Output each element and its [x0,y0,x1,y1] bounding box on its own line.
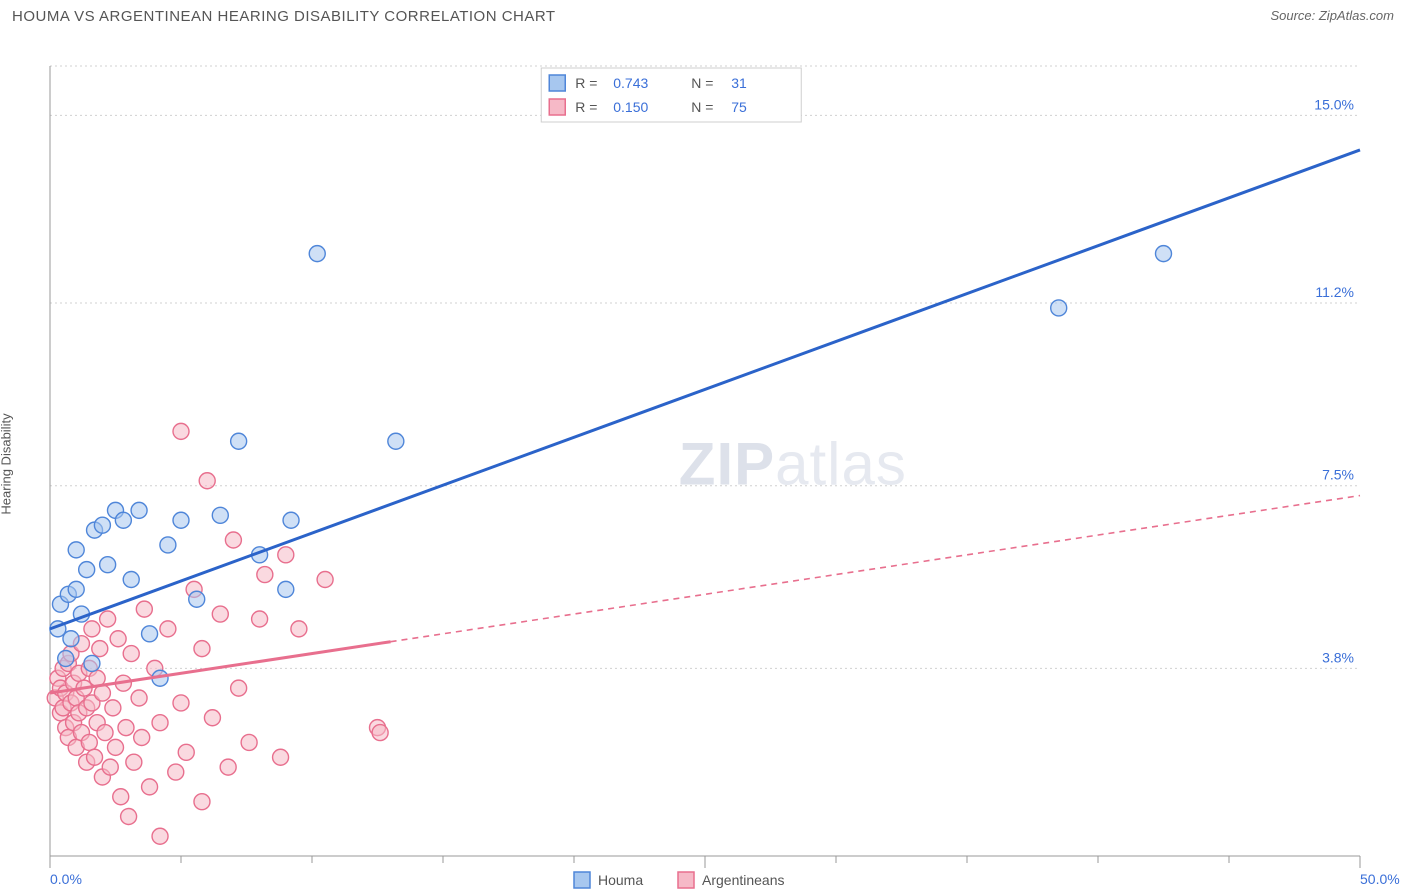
point-argentineans [194,794,210,810]
y-tick-label: 11.2% [1315,284,1354,300]
point-houma [173,512,189,528]
point-argentineans [100,611,116,627]
point-argentineans [123,646,139,662]
y-tick-label: 3.8% [1322,649,1354,665]
point-houma [123,572,139,588]
point-argentineans [252,611,268,627]
point-houma [309,246,325,262]
point-argentineans [136,601,152,617]
point-houma [160,537,176,553]
point-argentineans [113,789,129,805]
point-argentineans [225,532,241,548]
point-argentineans [160,621,176,637]
legend-r-value: 0.150 [613,99,648,115]
legend-r-label: R = [575,75,597,91]
chart-header: HOUMA VS ARGENTINEAN HEARING DISABILITY … [0,0,1406,36]
point-argentineans [273,749,289,765]
source-prefix: Source: [1270,8,1318,23]
point-argentineans [142,779,158,795]
point-houma [94,517,110,533]
legend-swatch [549,99,565,115]
point-houma [189,591,205,607]
point-argentineans [102,759,118,775]
x-max-label: 50.0% [1360,871,1400,887]
legend-series: Houma Argentineans [574,872,785,888]
point-argentineans [131,690,147,706]
point-argentineans [92,641,108,657]
point-argentineans [173,695,189,711]
point-argentineans [241,734,257,750]
legend-r-label: R = [575,99,597,115]
point-argentineans [152,828,168,844]
point-argentineans [126,754,142,770]
point-houma [68,581,84,597]
point-houma [388,433,404,449]
point-argentineans [81,734,97,750]
point-argentineans [372,725,388,741]
point-argentineans [257,567,273,583]
y-axis-label: Hearing Disability [0,413,14,514]
legend-n-value: 75 [731,99,747,115]
legend-series-label: Argentineans [702,872,785,888]
point-houma [278,581,294,597]
regression-argentineans-dashed [391,496,1360,642]
point-argentineans [212,606,228,622]
point-argentineans [199,473,215,489]
point-argentineans [231,680,247,696]
point-argentineans [84,621,100,637]
legend-n-value: 31 [731,75,747,91]
scatter-chart: ZIPatlas 3.8% 7.5% 11.2% 15.0% 0.0% 50.0% R = 0.… [0,36,1406,892]
legend-swatch [574,872,590,888]
point-argentineans [178,744,194,760]
point-houma [283,512,299,528]
point-houma [1051,300,1067,316]
point-argentineans [291,621,307,637]
point-argentineans [173,423,189,439]
point-argentineans [134,730,150,746]
source-name: ZipAtlas.com [1319,8,1394,23]
source-credit: Source: ZipAtlas.com [1270,8,1394,23]
point-houma [68,542,84,558]
point-argentineans [105,700,121,716]
x-min-label: 0.0% [50,871,82,887]
point-argentineans [278,547,294,563]
legend-stats: R = 0.743 N = 31 R = 0.150 N = 75 [541,68,801,122]
chart-title: HOUMA VS ARGENTINEAN HEARING DISABILITY … [12,8,556,25]
point-houma [212,507,228,523]
point-houma [231,433,247,449]
legend-series-label: Houma [598,872,643,888]
point-houma [100,557,116,573]
point-argentineans [152,715,168,731]
point-argentineans [204,710,220,726]
legend-swatch [678,872,694,888]
point-houma [79,562,95,578]
legend-n-label: N = [691,99,713,115]
point-argentineans [110,631,126,647]
legend-swatch [549,75,565,91]
point-houma [63,631,79,647]
point-argentineans [317,572,333,588]
point-argentineans [87,749,103,765]
point-argentineans [220,759,236,775]
y-tick-label: 7.5% [1322,467,1354,483]
point-houma [84,655,100,671]
point-houma [1156,246,1172,262]
point-argentineans [108,739,124,755]
legend-n-label: N = [691,75,713,91]
y-tick-label: 15.0% [1314,96,1354,112]
point-argentineans [168,764,184,780]
point-argentineans [118,720,134,736]
chart-area: Hearing Disability ZIPatlas 3.8% 7.5% 11.2%… [0,36,1406,892]
point-argentineans [121,809,137,825]
point-houma [115,512,131,528]
point-houma [131,502,147,518]
point-houma [142,626,158,642]
regression-houma-solid [50,150,1360,629]
point-argentineans [194,641,210,657]
point-argentineans [97,725,113,741]
legend-r-value: 0.743 [613,75,648,91]
point-houma [58,651,74,667]
watermark: ZIPatlas [679,431,907,498]
